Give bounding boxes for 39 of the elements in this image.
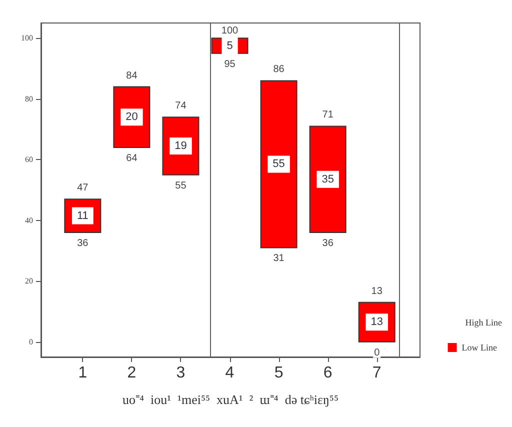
annotation: 36 [77, 238, 89, 250]
data-label: 11 [76, 210, 88, 222]
data-label: 35 [322, 173, 334, 186]
annotation: 100 [221, 26, 239, 37]
y-tick-label: 100 [21, 34, 33, 43]
data-label: 19 [174, 140, 187, 152]
data-label: 5 [226, 40, 233, 52]
x-tick-label: 5 [274, 364, 284, 382]
annotation: 86 [273, 64, 285, 76]
y-tick-label: 60 [25, 155, 33, 164]
y-tick-label: 0 [29, 337, 33, 346]
data-label: 55 [272, 158, 285, 170]
annotation: 55 [175, 180, 187, 192]
annotation: 71 [322, 110, 334, 121]
annotation: 84 [126, 70, 138, 82]
legend-label: Low Line [462, 342, 498, 352]
annotation: 64 [126, 152, 138, 164]
x-axis-title: uo⁼⁴ iou¹ ¹mei⁵⁵ xuA¹ ² ɯ⁼⁴ də tɕʰiɛŋ⁵⁵ [122, 392, 338, 407]
annotation: 95 [224, 58, 236, 70]
y-tick-label: 20 [25, 276, 33, 286]
y-tick-label: 80 [25, 94, 33, 104]
x-tick-label: 7 [372, 364, 382, 382]
x-tick-label: 2 [127, 364, 136, 382]
annotation: 31 [273, 253, 285, 264]
data-label: 20 [126, 111, 138, 124]
x-tick-label: 6 [323, 364, 332, 382]
annotation: 74 [175, 100, 187, 112]
data-label: 13 [370, 316, 383, 328]
annotation: 13 [371, 286, 383, 297]
bar [260, 80, 298, 248]
annotation: 36 [322, 238, 334, 250]
x-tick-label: 1 [78, 364, 88, 382]
x-tick-label: 4 [225, 364, 234, 382]
bar [309, 126, 346, 234]
y-tick-label: 40 [25, 216, 33, 225]
x-tick-label: 3 [176, 364, 186, 382]
annotation: 47 [77, 182, 89, 194]
annotation: 0 [374, 347, 380, 358]
text: High Line [465, 318, 502, 328]
